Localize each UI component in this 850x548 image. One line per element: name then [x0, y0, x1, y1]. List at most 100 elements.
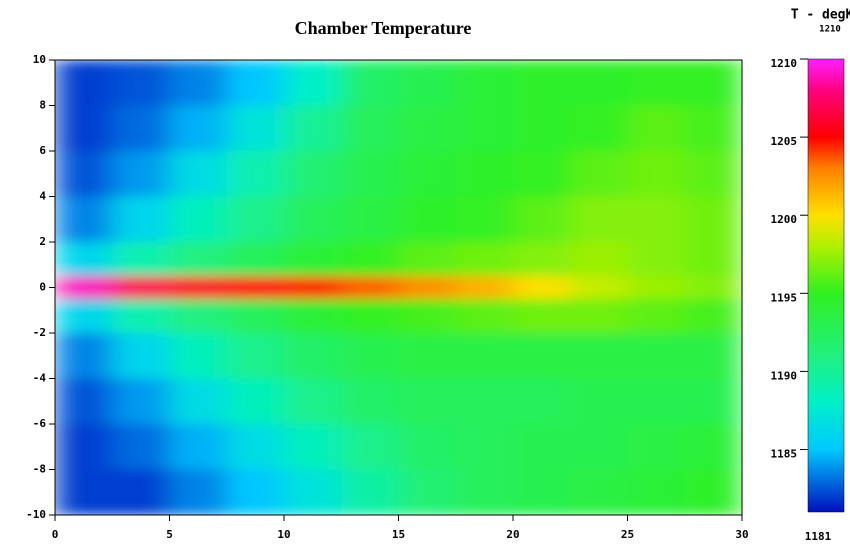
heatmap-cell: [570, 60, 628, 106]
heatmap-cell: [399, 197, 457, 243]
y-tick-label: 10: [33, 53, 46, 66]
heatmap-cell: [456, 299, 514, 334]
heatmap-cell: [112, 276, 170, 299]
colorbar-tick-label: 1195: [771, 291, 798, 304]
heatmap-cell: [570, 470, 628, 516]
heatmap-cell: [399, 424, 457, 470]
heatmap-cell: [399, 470, 457, 516]
heatmap-cell: [570, 151, 628, 197]
heatmap-cell: [399, 379, 457, 425]
heatmap-cell: [513, 242, 571, 277]
heatmap-cell: [227, 470, 285, 516]
heatmap-cell: [570, 379, 628, 425]
colorbar-tick-label: 1185: [771, 448, 798, 461]
heatmap-cell: [170, 299, 228, 334]
heatmap-cell: [628, 242, 686, 277]
heatmap-cell: [399, 242, 457, 277]
colorbar-tick-label: 1205: [771, 135, 798, 148]
heatmap-cell: [628, 424, 686, 470]
colorbar-min-label: 1181: [805, 530, 832, 543]
heatmap-cell: [170, 424, 228, 470]
heatmap-cell: [170, 333, 228, 379]
x-tick-label: 20: [506, 528, 519, 541]
heatmap-cell: [685, 333, 743, 379]
heatmap-cell: [341, 197, 399, 243]
x-tick-label: 0: [52, 528, 59, 541]
heatmap-cell: [284, 276, 342, 299]
heatmap-cell: [170, 197, 228, 243]
heatmap-cell: [456, 333, 514, 379]
heatmap-cell: [399, 276, 457, 299]
colorbar: [808, 59, 844, 512]
heatmap-cell: [513, 379, 571, 425]
heatmap-cell: [170, 276, 228, 299]
heatmap-cell: [341, 151, 399, 197]
heatmap-cell: [227, 333, 285, 379]
heatmap-cell: [685, 299, 743, 334]
heatmap-cell: [399, 151, 457, 197]
heatmap-cell: [55, 333, 113, 379]
heatmap-cell: [55, 197, 113, 243]
y-tick-label: 6: [39, 144, 46, 157]
heatmap-cell: [112, 242, 170, 277]
heatmap-cell: [55, 151, 113, 197]
heatmap-cell: [170, 379, 228, 425]
heatmap-cell: [685, 242, 743, 277]
colorbar-tick-label: 1200: [771, 213, 798, 226]
heatmap-cell: [513, 197, 571, 243]
heatmap-cell: [284, 470, 342, 516]
heatmap-cell: [570, 333, 628, 379]
heatmap-cell: [55, 299, 113, 334]
heatmap-cell: [227, 106, 285, 152]
heatmap-cell: [513, 151, 571, 197]
heatmap-cell: [112, 424, 170, 470]
heatmap-cell: [55, 379, 113, 425]
heatmap-cell: [341, 60, 399, 106]
heatmap-cell: [341, 299, 399, 334]
heatmap-cell: [399, 333, 457, 379]
heatmap-cell: [628, 106, 686, 152]
heatmap-cell: [341, 379, 399, 425]
heatmap-cell: [55, 470, 113, 516]
heatmap-cell: [112, 379, 170, 425]
heatmap-cell: [628, 151, 686, 197]
heatmap-cell: [513, 424, 571, 470]
heatmap-cell: [170, 60, 228, 106]
heatmap-cell: [456, 242, 514, 277]
heatmap-cell: [456, 470, 514, 516]
colorbar-tick-label: 1190: [771, 369, 798, 382]
y-tick-label: 4: [39, 190, 46, 203]
heatmap-cell: [284, 197, 342, 243]
heatmap: [55, 60, 743, 516]
y-tick-label: 2: [39, 235, 46, 248]
heatmap-cell: [112, 333, 170, 379]
colorbar-label: T - degK: [791, 8, 850, 23]
x-tick-label: 25: [621, 528, 634, 541]
heatmap-cell: [227, 197, 285, 243]
heatmap-cell: [513, 60, 571, 106]
heatmap-cell: [284, 106, 342, 152]
heatmap-cell: [456, 60, 514, 106]
heatmap-cell: [399, 106, 457, 152]
heatmap-cell: [628, 333, 686, 379]
heatmap-cell: [227, 299, 285, 334]
heatmap-cell: [55, 276, 113, 299]
heatmap-cell: [112, 299, 170, 334]
heatmap-cell: [227, 242, 285, 277]
heatmap-cell: [112, 197, 170, 243]
heatmap-cell: [456, 276, 514, 299]
heatmap-cell: [227, 60, 285, 106]
heatmap-cell: [685, 379, 743, 425]
heatmap-cell: [170, 106, 228, 152]
heatmap-cell: [170, 242, 228, 277]
heatmap-cell: [341, 333, 399, 379]
x-tick-label: 10: [277, 528, 290, 541]
heatmap-cell: [513, 106, 571, 152]
heatmap-cell: [685, 60, 743, 106]
heatmap-cell: [284, 151, 342, 197]
heatmap-cell: [227, 424, 285, 470]
heatmap-cell: [456, 151, 514, 197]
heatmap-cell: [628, 197, 686, 243]
heatmap-cell: [170, 470, 228, 516]
